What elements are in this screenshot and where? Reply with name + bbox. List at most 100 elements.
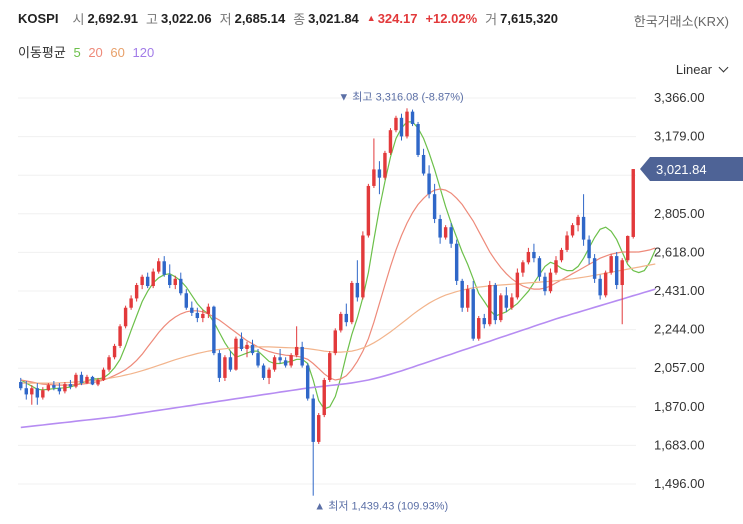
y-tick-label: 2,244.00 xyxy=(654,322,705,337)
scale-type-dropdown[interactable]: Linear xyxy=(676,62,729,77)
low-value: 2,685.14 xyxy=(234,10,286,26)
candle-body xyxy=(372,169,376,186)
candle xyxy=(184,289,189,310)
candle-body xyxy=(361,235,365,298)
candle xyxy=(151,268,155,289)
candle xyxy=(510,293,514,310)
candle-body xyxy=(344,313,349,323)
candle xyxy=(366,183,371,238)
candle xyxy=(201,309,205,323)
high-annotation: ▼ 최고 3,316.08 (-8.87%) xyxy=(338,90,463,103)
candle-body xyxy=(405,111,409,137)
candle xyxy=(46,383,51,392)
open-label: 시 xyxy=(72,11,85,27)
y-tick-label: 1,683.00 xyxy=(654,437,705,452)
candle-body xyxy=(107,357,111,370)
candle-body xyxy=(383,152,387,178)
candle xyxy=(488,280,492,327)
candle-body xyxy=(245,344,249,350)
candle xyxy=(228,351,233,372)
candle xyxy=(432,183,437,224)
candle xyxy=(631,168,635,239)
candle xyxy=(57,383,62,395)
candle-body xyxy=(410,111,415,125)
candle-body xyxy=(339,313,343,331)
candle xyxy=(96,377,100,387)
candle-body xyxy=(521,262,525,273)
candle-body xyxy=(173,278,177,286)
candle xyxy=(179,272,183,296)
ma-line-120 xyxy=(20,288,656,429)
candle xyxy=(443,225,448,240)
candle xyxy=(559,247,564,263)
candle-body xyxy=(195,312,200,319)
candle xyxy=(477,315,481,341)
candle-body xyxy=(52,385,56,388)
candle-body xyxy=(156,261,161,272)
y-tick-label: 1,870.00 xyxy=(654,399,705,414)
candle xyxy=(278,349,282,364)
candle-body xyxy=(101,369,106,380)
candle xyxy=(333,328,337,356)
candle xyxy=(85,374,89,385)
candle xyxy=(173,275,177,290)
candle xyxy=(471,280,475,341)
price-summary-header: KOSPI 시 2,692.91 고 3,022.06 저 2,685.14 종… xyxy=(18,8,566,28)
candle xyxy=(449,223,453,248)
candle-body xyxy=(223,357,227,378)
ma-legend-20[interactable]: 20 xyxy=(88,45,103,60)
candle-body xyxy=(504,295,509,308)
candle xyxy=(90,375,95,386)
candle xyxy=(162,256,166,277)
candle xyxy=(289,353,293,368)
candle xyxy=(394,115,398,133)
exchange-name: 한국거래소(KRX) xyxy=(633,14,729,29)
low-label: 저 xyxy=(219,11,232,27)
candle-body xyxy=(614,256,619,286)
candle xyxy=(499,293,503,323)
candle-body xyxy=(355,282,360,298)
candle-body xyxy=(294,346,299,356)
ma-legend-120[interactable]: 120 xyxy=(132,45,155,60)
candle-body xyxy=(537,258,542,277)
last-price-tag: 3,021.84 xyxy=(640,157,743,182)
y-axis: 3,366.003,179.002,992.002,805.002,618.00… xyxy=(654,90,705,491)
candle-body xyxy=(63,384,67,392)
candle xyxy=(74,372,78,389)
candle-body xyxy=(272,357,277,370)
candle-body xyxy=(471,289,475,339)
candle-body xyxy=(322,379,326,416)
candle-body xyxy=(350,282,354,323)
candle-body xyxy=(228,357,233,370)
candle-body xyxy=(570,225,575,236)
candle-body xyxy=(190,307,194,313)
candle-body xyxy=(460,280,464,308)
ma-legend-5[interactable]: 5 xyxy=(73,45,81,60)
candle xyxy=(223,355,227,381)
candle xyxy=(609,254,613,275)
ma-legend-title: 이동평균 xyxy=(18,45,66,60)
candle-body xyxy=(145,276,150,287)
candle xyxy=(322,377,326,418)
candle xyxy=(405,108,409,139)
candle xyxy=(283,357,288,368)
candle xyxy=(212,305,216,356)
low-annotation: ▲ 최저 1,439.43 (109.93%) xyxy=(314,500,448,513)
candle-body xyxy=(41,390,45,398)
candle-body xyxy=(515,272,520,298)
candle-body xyxy=(85,376,89,384)
candle xyxy=(427,165,431,199)
ma-legend-60[interactable]: 60 xyxy=(110,45,125,60)
candle xyxy=(383,150,387,180)
candle xyxy=(123,305,128,329)
candle-body xyxy=(477,318,481,339)
change-percent: +12.02% xyxy=(425,10,478,26)
y-tick-label: 3,366.00 xyxy=(654,90,705,105)
candle-body xyxy=(576,216,580,226)
candle xyxy=(493,282,498,325)
moving-average-legend[interactable]: 이동평균 5 20 60 120 xyxy=(18,42,158,61)
y-tick-label: 2,618.00 xyxy=(654,244,705,259)
last-price-label: 3,021.84 xyxy=(656,162,707,177)
candle xyxy=(68,379,73,390)
